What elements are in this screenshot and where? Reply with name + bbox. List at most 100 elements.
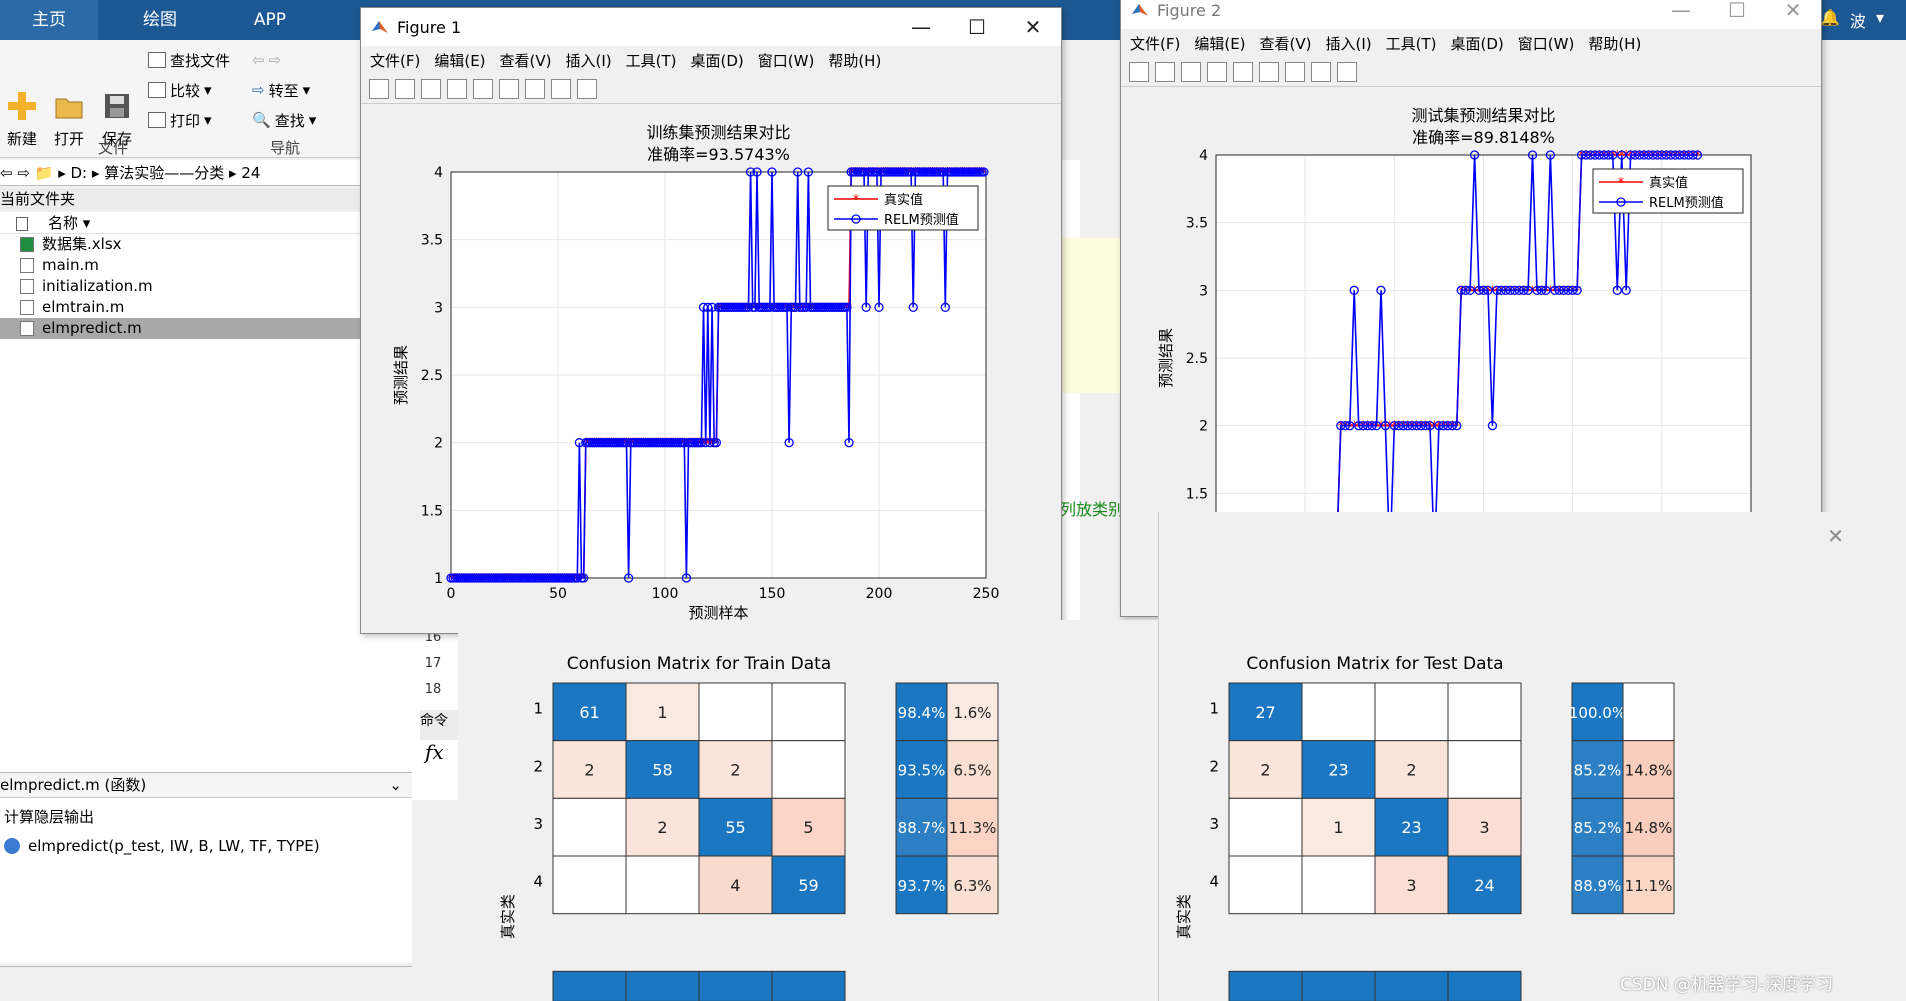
print-icon[interactable] [1207,61,1227,82]
find-files-button[interactable]: 查找文件 [148,48,230,72]
function-description: 计算隐层输出 [4,808,95,826]
tab-apps[interactable]: APP [253,10,287,30]
print-button[interactable]: 打印 ▾ [148,108,212,132]
name-column-header[interactable]: 名称 [48,214,79,232]
file-name: elmtrain.m [42,298,125,316]
chevron-down-icon[interactable]: ▾ [1875,8,1884,27]
breadcrumb-folder[interactable]: 算法实验——分类 [104,164,225,182]
list-item[interactable]: elmtrain.m [0,297,360,318]
file-list-header[interactable]: 名称 ▾ [0,212,360,234]
link-plot-icon[interactable] [1233,61,1253,82]
menu-insert[interactable]: 插入(I) [565,51,612,70]
new-button[interactable]: 新建 [0,90,44,149]
summary-cell [946,855,999,915]
open-file-icon[interactable] [1155,61,1175,82]
property-inspector-icon[interactable] [1337,61,1357,82]
fx-icon[interactable]: fx [425,740,444,764]
menu-tools[interactable]: 工具(T) [1385,34,1437,53]
list-item[interactable]: main.m [0,255,360,276]
details-header[interactable]: elmpredict.m (函数) ⌄ [0,772,412,798]
menu-window[interactable]: 窗口(W) [1517,34,1575,53]
legend-marker: * [853,193,860,208]
save-button[interactable]: 保存 [95,90,139,149]
right-scrollbar[interactable] [1885,130,1906,210]
y-tick-label: 1.5 [1186,486,1208,502]
link-plot-icon[interactable] [473,78,493,99]
address-bar[interactable]: ⇦ ⇨ 📁 ▸ D: ▸ 算法实验——分类 ▸ 24 [0,160,360,186]
notification-bell-icon[interactable]: 🔔 [1820,8,1840,27]
up-folder-icon[interactable]: 📁 [34,164,54,182]
tab-plots[interactable]: 绘图 [143,10,177,30]
data-point [1514,285,1524,295]
command-window-tab[interactable]: 命令 [420,710,460,740]
menu-edit[interactable]: 编辑(E) [434,51,486,70]
figure1-titlebar[interactable]: Figure 1 — ☐ ✕ [361,8,1061,46]
save-icon[interactable] [421,78,441,99]
menu-desktop[interactable]: 桌面(D) [690,51,744,70]
open-file-icon[interactable] [395,78,415,99]
close-button[interactable]: ✕ [1784,0,1802,22]
print-icon[interactable] [447,78,467,99]
chevron-down-icon[interactable]: ⌄ [389,776,402,794]
list-item-selected[interactable]: elmpredict.m [0,318,360,339]
x-tick-label: 200 [866,586,893,602]
back-arrow-icon[interactable]: ⇦ [0,164,13,182]
breadcrumb-drive[interactable]: D: [70,164,88,182]
menu-window[interactable]: 窗口(W) [757,51,815,70]
data-point [1456,285,1466,295]
menu-view[interactable]: 查看(V) [499,51,552,70]
list-item[interactable]: 数据集.xlsx [0,234,360,255]
pointer-icon[interactable] [551,78,571,99]
new-figure-icon[interactable] [1129,61,1149,82]
legend-icon[interactable] [525,78,545,99]
menu-help[interactable]: 帮助(H) [1588,34,1642,53]
matrix-cell [625,855,700,915]
data-point [1634,150,1645,160]
close-icon[interactable]: ✕ [1827,524,1844,548]
pointer-icon[interactable] [1311,61,1331,82]
minimize-button[interactable]: — [1671,0,1691,22]
colorbar-icon[interactable] [1259,61,1279,82]
data-point [1554,285,1564,295]
data-point: * [1574,284,1581,299]
list-item[interactable]: initialization.m [0,276,360,297]
maximize-button[interactable]: ☐ [1728,0,1746,22]
close-button[interactable]: ✕ [1024,15,1042,39]
forward-arrow-icon[interactable]: ⇨ [17,164,30,182]
user-account[interactable]: 波 [1849,12,1866,31]
row-label: 4 [533,873,543,891]
figure2-titlebar[interactable]: Figure 2 — ☐ ✕ [1121,0,1821,29]
menu-view[interactable]: 查看(V) [1259,34,1312,53]
tab-home[interactable]: 主页 [0,0,98,40]
data-point: * [743,301,750,316]
menu-tools[interactable]: 工具(T) [625,51,677,70]
printer-icon [148,112,166,128]
colorbar-icon[interactable] [499,78,519,99]
menu-help[interactable]: 帮助(H) [828,51,882,70]
menu-insert[interactable]: 插入(I) [1325,34,1372,53]
new-figure-icon[interactable] [369,78,389,99]
data-point [940,302,950,312]
group-label-navigate: 导航 [270,139,301,157]
save-icon[interactable] [1181,61,1201,82]
matrix-cell [1301,682,1376,742]
open-button[interactable]: 打开 [47,90,91,149]
maximize-button[interactable]: ☐ [968,15,986,39]
minimize-button[interactable]: — [911,15,931,39]
figure2-toolbar [1121,57,1821,87]
data-point [1510,285,1520,295]
menu-desktop[interactable]: 桌面(D) [1450,34,1504,53]
compare-button[interactable]: 比较 ▾ [148,78,212,102]
goto-button[interactable]: ⇨ 转至 ▾ [252,78,310,102]
menu-file[interactable]: 文件(F) [370,51,421,70]
forward-arrow-icon[interactable]: ⇨ [268,51,282,69]
back-arrow-icon[interactable]: ⇦ [252,51,265,69]
menu-file[interactable]: 文件(F) [1130,34,1181,53]
breadcrumb-sub[interactable]: 24 [241,164,261,182]
legend-icon[interactable] [1285,61,1305,82]
find-button[interactable]: 🔍 查找 ▾ [252,108,316,132]
property-inspector-icon[interactable] [577,78,597,99]
data-point [1643,150,1654,160]
menu-edit[interactable]: 编辑(E) [1194,34,1246,53]
back-forward-buttons[interactable]: ⇦ ⇨ [252,48,281,72]
